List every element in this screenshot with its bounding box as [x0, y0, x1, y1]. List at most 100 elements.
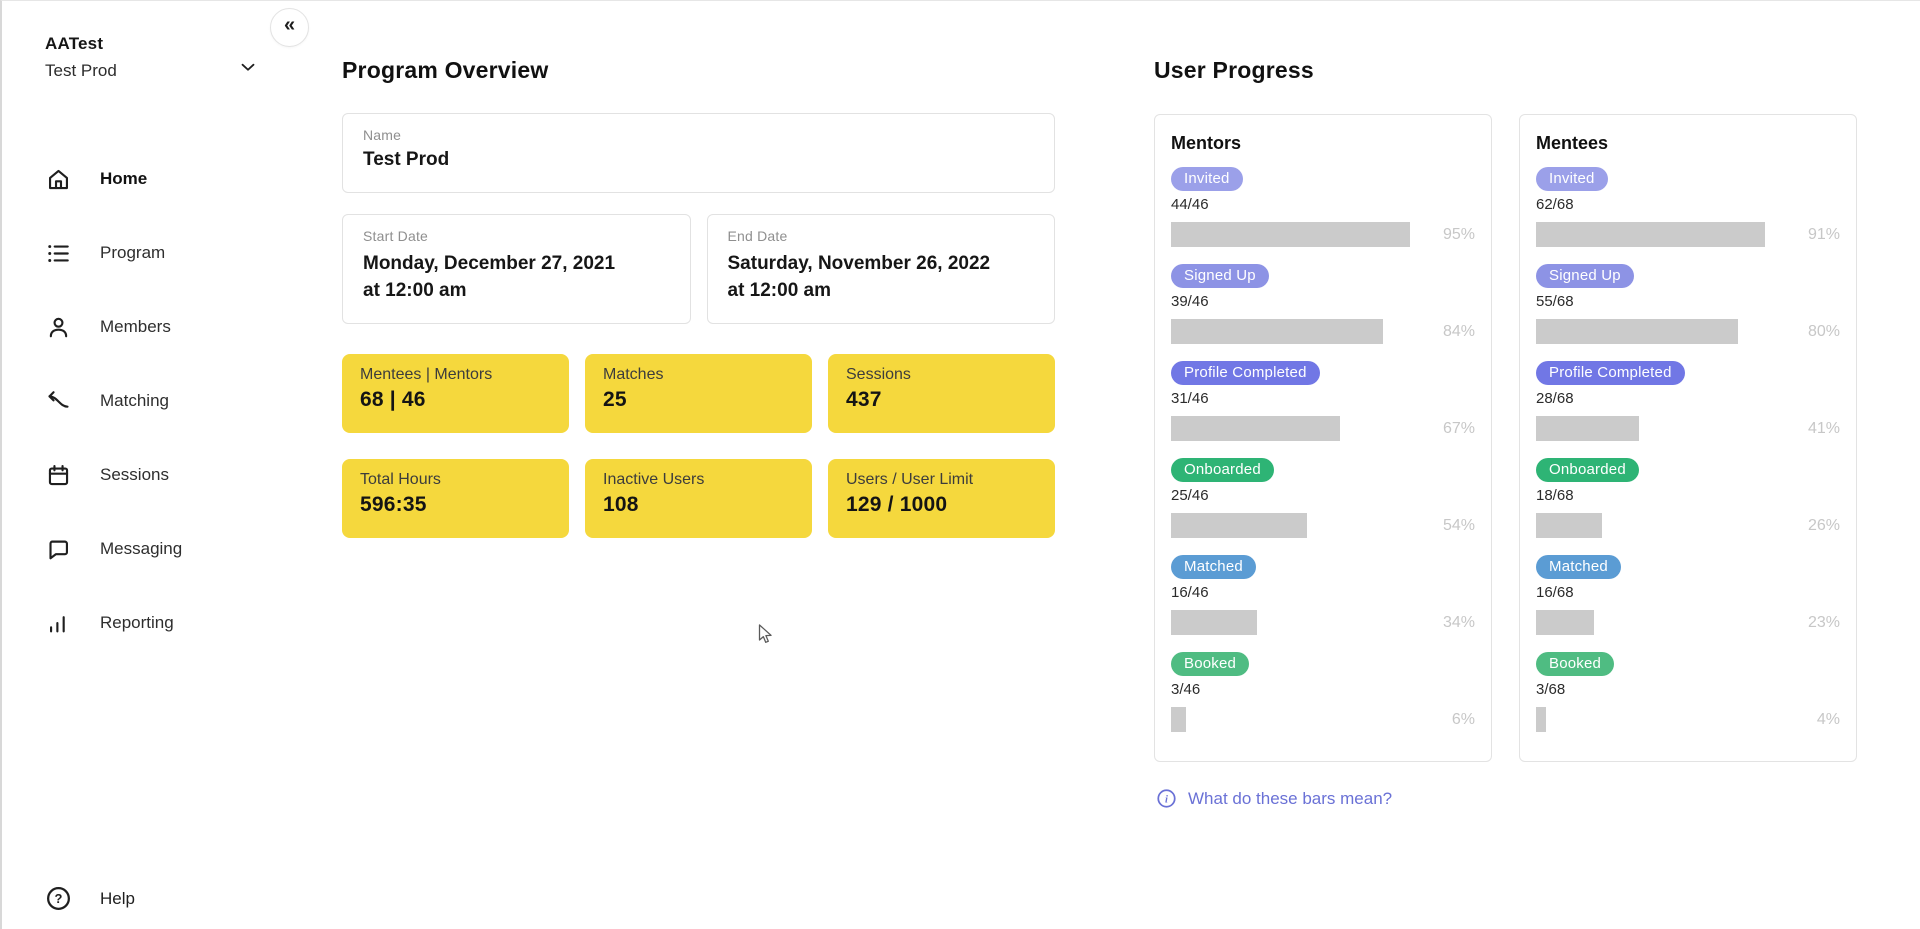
stage-badge-profile-completed: Profile Completed: [1536, 361, 1685, 385]
stage-percent: 4%: [1816, 710, 1840, 728]
stage-badge-invited: Invited: [1171, 167, 1243, 191]
sidebar-item-sessions[interactable]: Sessions: [45, 453, 182, 497]
mentees-progress-card: Mentees Invited 62/68 91% Signed Up 55/6…: [1519, 114, 1857, 762]
stage-count: 62/68: [1536, 196, 1574, 213]
help-icon: ?: [45, 885, 72, 912]
sidebar-collapse-button[interactable]: «: [270, 8, 309, 47]
stage-percent: 26%: [1807, 516, 1840, 534]
svg-text:i: i: [1165, 794, 1168, 805]
progress-bar-track: [1171, 610, 1423, 635]
stat-card-label: Inactive Users: [603, 471, 705, 488]
progress-stage: Signed Up 55/68 80%: [1536, 264, 1840, 344]
stage-badge-signed-up: Signed Up: [1536, 264, 1634, 288]
stage-bar-row: 26%: [1536, 513, 1840, 538]
start-date-field[interactable]: Start Date Monday, December 27, 2021 at …: [342, 214, 691, 324]
svg-text:?: ?: [55, 891, 63, 906]
progress-stage: Booked 3/68 4%: [1536, 652, 1840, 732]
stage-percent: 41%: [1807, 419, 1840, 437]
date-line-1: Monday, December 27, 2021: [363, 253, 616, 274]
progress-stage: Invited 44/46 95%: [1171, 167, 1475, 247]
org-program-name: Test Prod: [45, 61, 117, 80]
stage-badge-booked: Booked: [1536, 652, 1615, 676]
list-icon: [45, 240, 72, 267]
progress-bar-fill: [1171, 319, 1383, 344]
stat-card: Mentees | Mentors 68 | 46: [342, 354, 569, 433]
chat-bubble-icon: [45, 536, 72, 563]
progress-bar-track: [1171, 707, 1423, 732]
field-label: Name: [363, 127, 402, 143]
org-switcher[interactable]: AATest Test Prod: [45, 34, 255, 81]
progress-bar-track: [1171, 416, 1423, 441]
stat-card-label: Sessions: [846, 366, 911, 383]
progress-stage: Booked 3/46 6%: [1171, 652, 1475, 732]
progress-stage: Matched 16/68 23%: [1536, 555, 1840, 635]
stage-percent: 34%: [1442, 613, 1475, 631]
progress-bar-fill: [1171, 707, 1187, 732]
sidebar-item-label: Messaging: [100, 539, 183, 558]
progress-bar-track: [1171, 222, 1423, 247]
bars-info-link[interactable]: i What do these bars mean?: [1156, 788, 1392, 809]
sidebar-item-program[interactable]: Program: [45, 231, 182, 275]
calendar-icon: [45, 462, 72, 489]
stat-card-label: Total Hours: [360, 471, 441, 488]
progress-bar-fill: [1171, 610, 1257, 635]
progress-bar-fill: [1536, 610, 1594, 635]
bar-chart-icon: [45, 610, 72, 637]
stage-count: 39/46: [1171, 293, 1209, 310]
field-value: Test Prod: [363, 149, 450, 170]
stage-count: 55/68: [1536, 293, 1574, 310]
sidebar-nav: Home Program Members Matching Sessions M…: [45, 157, 182, 675]
stat-card-label: Mentees | Mentors: [360, 366, 493, 383]
group-title: Mentors: [1171, 133, 1242, 153]
sidebar-item-label: Sessions: [100, 465, 169, 484]
mouse-cursor: [754, 623, 776, 647]
progress-bar-fill: [1171, 416, 1340, 441]
sidebar-item-help[interactable]: ? Help: [45, 885, 135, 912]
stage-count: 18/68: [1536, 487, 1574, 504]
person-icon: [45, 314, 72, 341]
sidebar-item-messaging[interactable]: Messaging: [45, 527, 182, 571]
progress-bar-fill: [1536, 707, 1547, 732]
program-name-field[interactable]: Name Test Prod: [342, 113, 1055, 193]
stage-badge-invited: Invited: [1536, 167, 1608, 191]
sidebar-item-home[interactable]: Home: [45, 157, 182, 201]
sidebar-item-matching[interactable]: Matching: [45, 379, 182, 423]
stat-cards-grid: Mentees | Mentors 68 | 46 Matches 25 Ses…: [342, 354, 1055, 538]
progress-bar-fill: [1536, 513, 1602, 538]
stage-bar-row: 34%: [1171, 610, 1475, 635]
progress-bar-track: [1536, 610, 1788, 635]
stat-card-value: 108: [603, 493, 639, 516]
stage-bar-row: 41%: [1536, 416, 1840, 441]
home-icon: [45, 166, 72, 193]
stage-percent: 80%: [1807, 322, 1840, 340]
stage-count: 31/46: [1171, 390, 1209, 407]
field-value: Monday, December 27, 2021 at 12:00 am: [363, 250, 670, 304]
progress-stage: Onboarded 18/68 26%: [1536, 458, 1840, 538]
mentors-progress-card: Mentors Invited 44/46 95% Signed Up 39/4…: [1154, 114, 1492, 762]
sidebar-item-reporting[interactable]: Reporting: [45, 601, 182, 645]
org-name: AATest: [45, 34, 104, 53]
stage-bar-row: 95%: [1171, 222, 1475, 247]
progress-bar-track: [1171, 513, 1423, 538]
progress-bar-track: [1536, 513, 1788, 538]
progress-stage: Signed Up 39/46 84%: [1171, 264, 1475, 344]
stage-bar-row: 84%: [1171, 319, 1475, 344]
stage-bar-row: 67%: [1171, 416, 1475, 441]
stage-bar-row: 54%: [1171, 513, 1475, 538]
stat-card-label: Matches: [603, 366, 664, 383]
sidebar: AATest Test Prod Home Program Members Ma…: [2, 1, 302, 929]
stage-bar-row: 23%: [1536, 610, 1840, 635]
stage-percent: 95%: [1442, 225, 1475, 243]
stage-bar-row: 80%: [1536, 319, 1840, 344]
stat-card: Matches 25: [585, 354, 812, 433]
sidebar-item-members[interactable]: Members: [45, 305, 182, 349]
stage-percent: 23%: [1807, 613, 1840, 631]
stat-card: Total Hours 596:35: [342, 459, 569, 538]
progress-stage: Profile Completed 31/46 67%: [1171, 361, 1475, 441]
progress-stage: Matched 16/46 34%: [1171, 555, 1475, 635]
stat-card-value: 68 | 46: [360, 388, 426, 411]
stat-card: Inactive Users 108: [585, 459, 812, 538]
stage-badge-booked: Booked: [1171, 652, 1250, 676]
end-date-field[interactable]: End Date Saturday, November 26, 2022 at …: [706, 214, 1055, 324]
